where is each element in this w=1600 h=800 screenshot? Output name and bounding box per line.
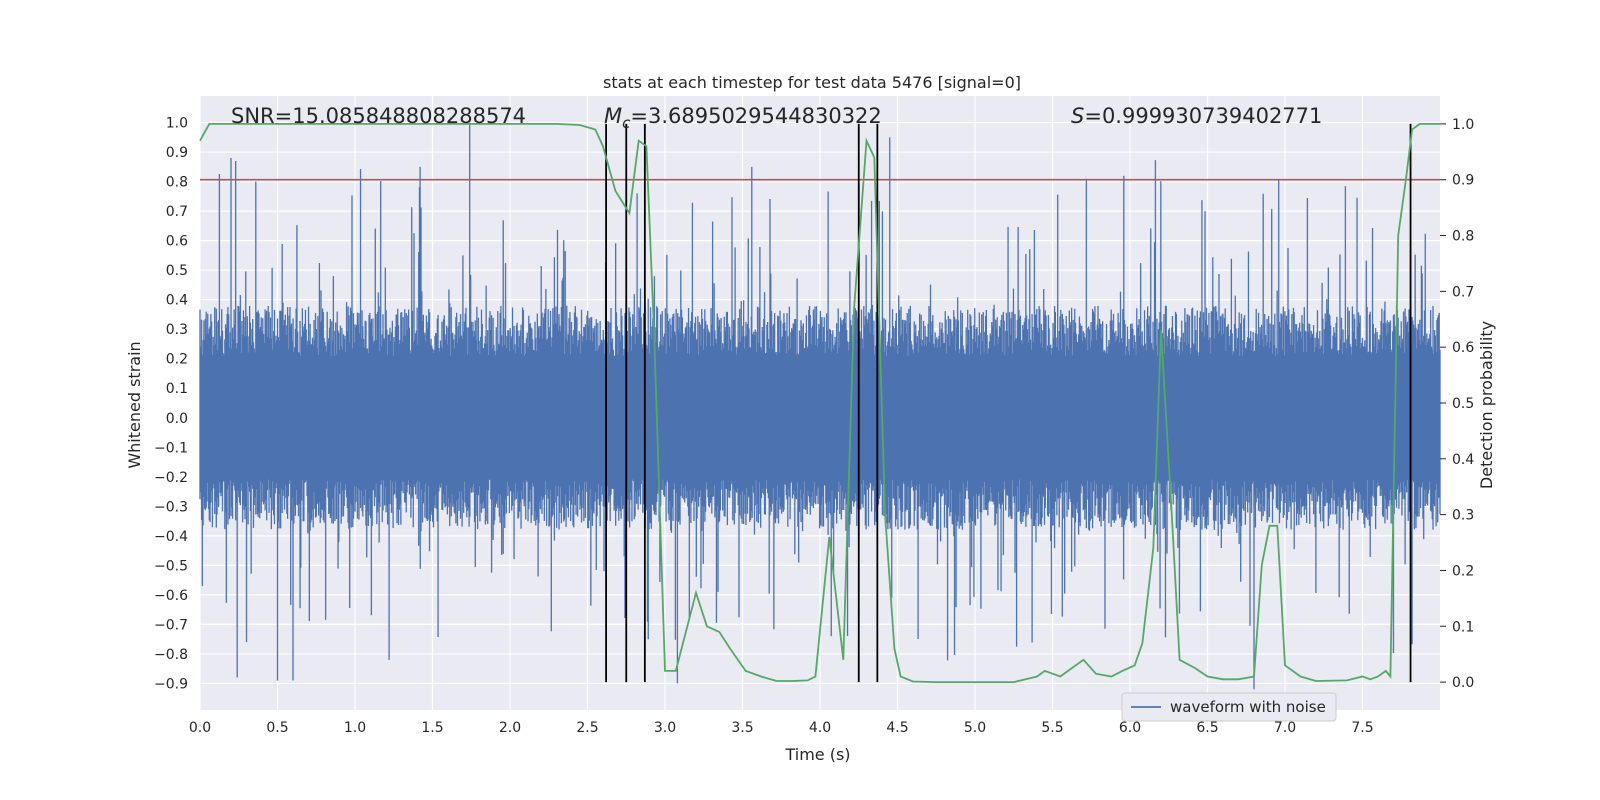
x-tick-label: 0.5 [266, 720, 288, 736]
x-tick-label: 2.5 [576, 720, 598, 736]
y-right-tick-label: 0.6 [1452, 340, 1474, 356]
y-left-tick-label: −0.1 [154, 440, 188, 456]
chirp-mass-annotation: Mc=3.6895029544830322 [604, 104, 882, 132]
y-left-tick-label: 1.0 [166, 116, 188, 132]
y-left-tick-label: −0.3 [154, 499, 188, 515]
x-tick-label: 1.5 [421, 720, 443, 736]
x-tick-label: 7.0 [1274, 720, 1296, 736]
chirp-mass-value: =3.6895029544830322 [630, 104, 881, 128]
y-right-axis-ticks: 1.0 0.9 0.8 0.7 0.6 0.5 0.4 0.3 0.2 0.1 0.0 [1440, 117, 1474, 691]
y-right-tick-label: 0.8 [1452, 229, 1474, 245]
y-left-axis-ticks: 1.0 0.9 0.8 0.7 0.6 0.5 0.4 0.3 0.2 0.1 0.0 −0.1 −0.… [154, 116, 188, 693]
y-left-tick-label: 0.9 [166, 145, 188, 161]
s-symbol: S [1071, 104, 1084, 128]
y-left-tick-label: −0.2 [154, 470, 188, 486]
x-tick-label: 0.0 [189, 720, 211, 736]
x-tick-label: 2.0 [499, 720, 521, 736]
x-tick-label: 4.5 [886, 720, 908, 736]
x-tick-label: 4.0 [809, 720, 831, 736]
y-left-tick-label: −0.7 [154, 617, 188, 633]
s-value: =0.999930739402771 [1084, 104, 1322, 128]
y-left-tick-label: −0.8 [154, 647, 188, 663]
legend-label: waveform with noise [1170, 698, 1326, 716]
y-left-tick-label: 0.3 [166, 322, 188, 338]
y-left-tick-label: 0.6 [166, 234, 188, 250]
detection-probability-series [199, 123, 1440, 683]
x-tick-label: 1.0 [344, 720, 366, 736]
y-left-tick-label: −0.4 [154, 529, 188, 545]
waveform-with-noise-series [199, 122, 1441, 690]
y-left-tick-label: −0.6 [154, 588, 188, 604]
y-left-tick-label: −0.9 [154, 676, 188, 692]
vertical-markers [605, 123, 1412, 683]
y-left-tick-label: −0.5 [154, 558, 188, 574]
x-tick-label: 6.5 [1196, 720, 1218, 736]
y-right-tick-label: 0.3 [1452, 508, 1474, 524]
y-left-tick-label: 0.1 [166, 381, 188, 397]
y-left-tick-label: 0.7 [166, 204, 188, 220]
y-right-tick-label: 0.9 [1452, 173, 1474, 189]
y-right-tick-label: 0.0 [1452, 675, 1474, 691]
x-tick-label: 5.5 [1041, 720, 1063, 736]
y-right-tick-label: 0.7 [1452, 284, 1474, 300]
x-axis-ticks: 0.0 0.5 1.0 1.5 2.0 2.5 3.0 3.5 4.0 4.5 5.0 5.5 6.0 6… [189, 720, 1374, 736]
chirp-mass-subscript: c [622, 114, 631, 132]
y-left-tick-label: 0.5 [166, 263, 188, 279]
snr-annotation: SNR=15.085848808288574 [231, 104, 526, 128]
y-left-axis-label: Whitened strain [125, 341, 144, 468]
y-right-tick-label: 0.2 [1452, 563, 1474, 579]
y-right-tick-label: 1.0 [1452, 117, 1474, 133]
x-tick-label: 6.0 [1119, 720, 1141, 736]
legend: waveform with noise [1121, 692, 1337, 722]
chart-title: stats at each timestep for test data 547… [603, 73, 1021, 92]
y-right-tick-label: 0.1 [1452, 619, 1474, 635]
waveform-samples [199, 122, 1441, 690]
legend-box [1121, 692, 1337, 722]
y-left-tick-label: 0.8 [166, 175, 188, 191]
y-left-tick-label: 0.0 [166, 411, 188, 427]
y-left-tick-label: 0.2 [166, 352, 188, 368]
x-axis-label: Time (s) [784, 745, 850, 764]
chirp-mass-symbol: M [604, 104, 622, 128]
y-left-tick-label: 0.4 [166, 293, 188, 309]
y-right-tick-label: 0.4 [1452, 452, 1474, 468]
s-annotation: S=0.999930739402771 [1071, 104, 1322, 128]
x-tick-label: 5.0 [964, 720, 986, 736]
x-tick-label: 3.5 [731, 720, 753, 736]
y-right-tick-label: 0.5 [1452, 396, 1474, 412]
x-tick-label: 7.5 [1351, 720, 1373, 736]
y-right-axis-label: Detection probability [1477, 321, 1496, 489]
x-tick-label: 3.0 [654, 720, 676, 736]
